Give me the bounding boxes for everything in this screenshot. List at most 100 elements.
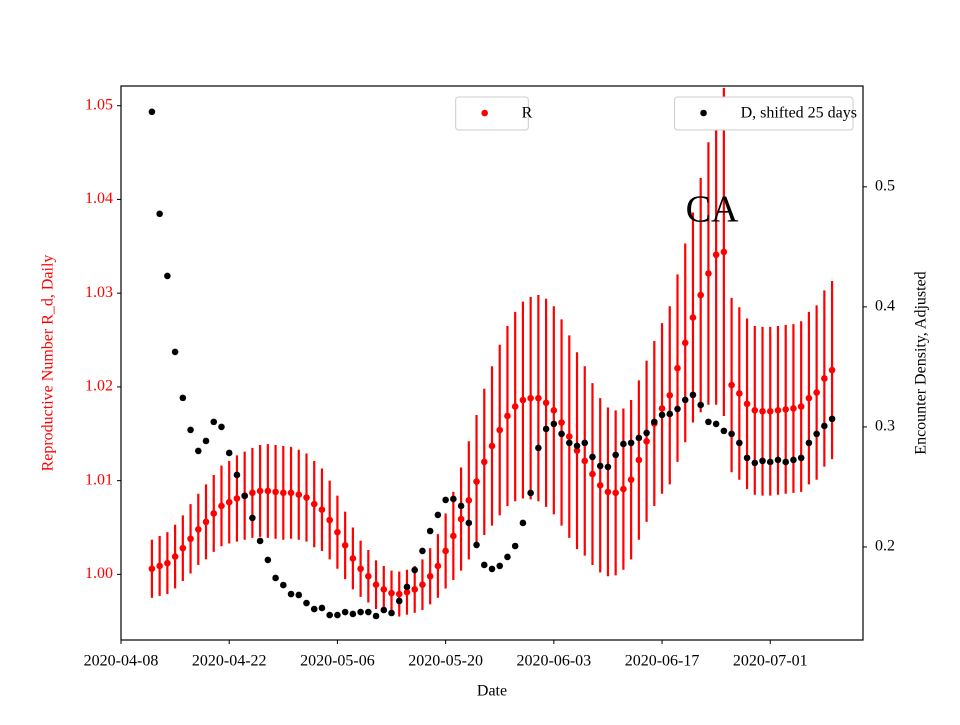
point bbox=[295, 591, 303, 599]
point bbox=[504, 412, 511, 420]
point bbox=[295, 491, 303, 499]
point bbox=[689, 314, 697, 321]
point bbox=[797, 454, 805, 462]
point bbox=[256, 537, 264, 545]
point bbox=[148, 565, 156, 573]
point bbox=[774, 456, 782, 464]
point bbox=[681, 339, 689, 347]
point bbox=[511, 542, 519, 550]
point bbox=[573, 447, 581, 454]
point bbox=[589, 453, 596, 461]
point bbox=[264, 487, 272, 495]
point bbox=[643, 437, 650, 445]
point bbox=[604, 463, 612, 471]
legend-label: R bbox=[522, 105, 533, 122]
point bbox=[751, 459, 759, 467]
point bbox=[728, 381, 735, 389]
point bbox=[805, 439, 813, 447]
y-tick-label: 1.01 bbox=[85, 471, 113, 488]
point bbox=[604, 488, 612, 496]
legend-marker bbox=[481, 109, 488, 117]
point bbox=[743, 454, 751, 462]
point bbox=[828, 415, 836, 423]
point bbox=[558, 419, 565, 426]
point bbox=[388, 609, 395, 617]
point bbox=[658, 411, 666, 419]
point bbox=[326, 516, 333, 524]
point bbox=[434, 562, 442, 570]
point bbox=[743, 400, 751, 408]
point bbox=[372, 581, 380, 588]
point bbox=[426, 527, 434, 535]
point bbox=[651, 418, 658, 426]
point bbox=[442, 496, 449, 504]
point bbox=[766, 458, 774, 466]
point bbox=[712, 251, 720, 259]
legend-marker bbox=[700, 109, 707, 117]
point bbox=[171, 348, 179, 356]
point bbox=[705, 418, 712, 426]
annotation: CA bbox=[686, 189, 739, 231]
point bbox=[218, 423, 225, 431]
point bbox=[496, 562, 504, 570]
x-tick-label: 2020-04-22 bbox=[192, 653, 267, 670]
legend-box bbox=[455, 96, 529, 131]
point bbox=[303, 494, 310, 501]
point bbox=[527, 394, 534, 402]
point bbox=[697, 291, 704, 299]
point bbox=[782, 406, 790, 413]
point bbox=[627, 439, 635, 447]
point bbox=[596, 462, 604, 470]
point bbox=[635, 456, 643, 464]
point bbox=[272, 488, 279, 496]
point bbox=[519, 396, 527, 404]
point bbox=[341, 542, 349, 549]
point bbox=[550, 420, 558, 428]
point bbox=[488, 565, 496, 573]
point bbox=[496, 426, 504, 434]
point bbox=[403, 583, 411, 591]
point bbox=[705, 270, 712, 277]
point bbox=[303, 599, 310, 607]
point bbox=[372, 612, 380, 620]
point bbox=[797, 403, 805, 410]
point bbox=[720, 427, 728, 435]
y2-axis-label: Encounter Density, Adjusted bbox=[913, 271, 930, 454]
point bbox=[666, 392, 674, 399]
point bbox=[225, 449, 233, 457]
point bbox=[218, 502, 225, 510]
point bbox=[388, 589, 395, 597]
point bbox=[395, 597, 403, 605]
point bbox=[736, 439, 743, 447]
point bbox=[712, 420, 720, 428]
point bbox=[210, 418, 218, 426]
y2-tick-label: 0.4 bbox=[875, 298, 895, 315]
point bbox=[581, 439, 589, 447]
point bbox=[310, 500, 318, 508]
x-tick-label: 2020-07-01 bbox=[733, 653, 808, 670]
point bbox=[504, 553, 511, 561]
point bbox=[488, 442, 496, 450]
point bbox=[171, 553, 179, 560]
point bbox=[156, 210, 163, 218]
point bbox=[457, 502, 465, 510]
point bbox=[697, 401, 704, 409]
point bbox=[511, 403, 519, 410]
point bbox=[689, 391, 697, 399]
point bbox=[210, 510, 218, 517]
point bbox=[326, 611, 333, 619]
point bbox=[759, 457, 766, 465]
point bbox=[720, 248, 728, 256]
x-tick-label: 2020-05-06 bbox=[300, 653, 375, 670]
point bbox=[612, 489, 619, 497]
point bbox=[318, 604, 326, 612]
point bbox=[411, 566, 419, 574]
point bbox=[627, 476, 635, 484]
y-tick-label: 1.05 bbox=[85, 96, 113, 113]
point bbox=[419, 581, 426, 588]
point bbox=[287, 489, 295, 497]
x-tick-label: 2020-05-20 bbox=[408, 653, 483, 670]
point bbox=[480, 561, 488, 569]
y-tick-label: 1.04 bbox=[85, 190, 113, 207]
